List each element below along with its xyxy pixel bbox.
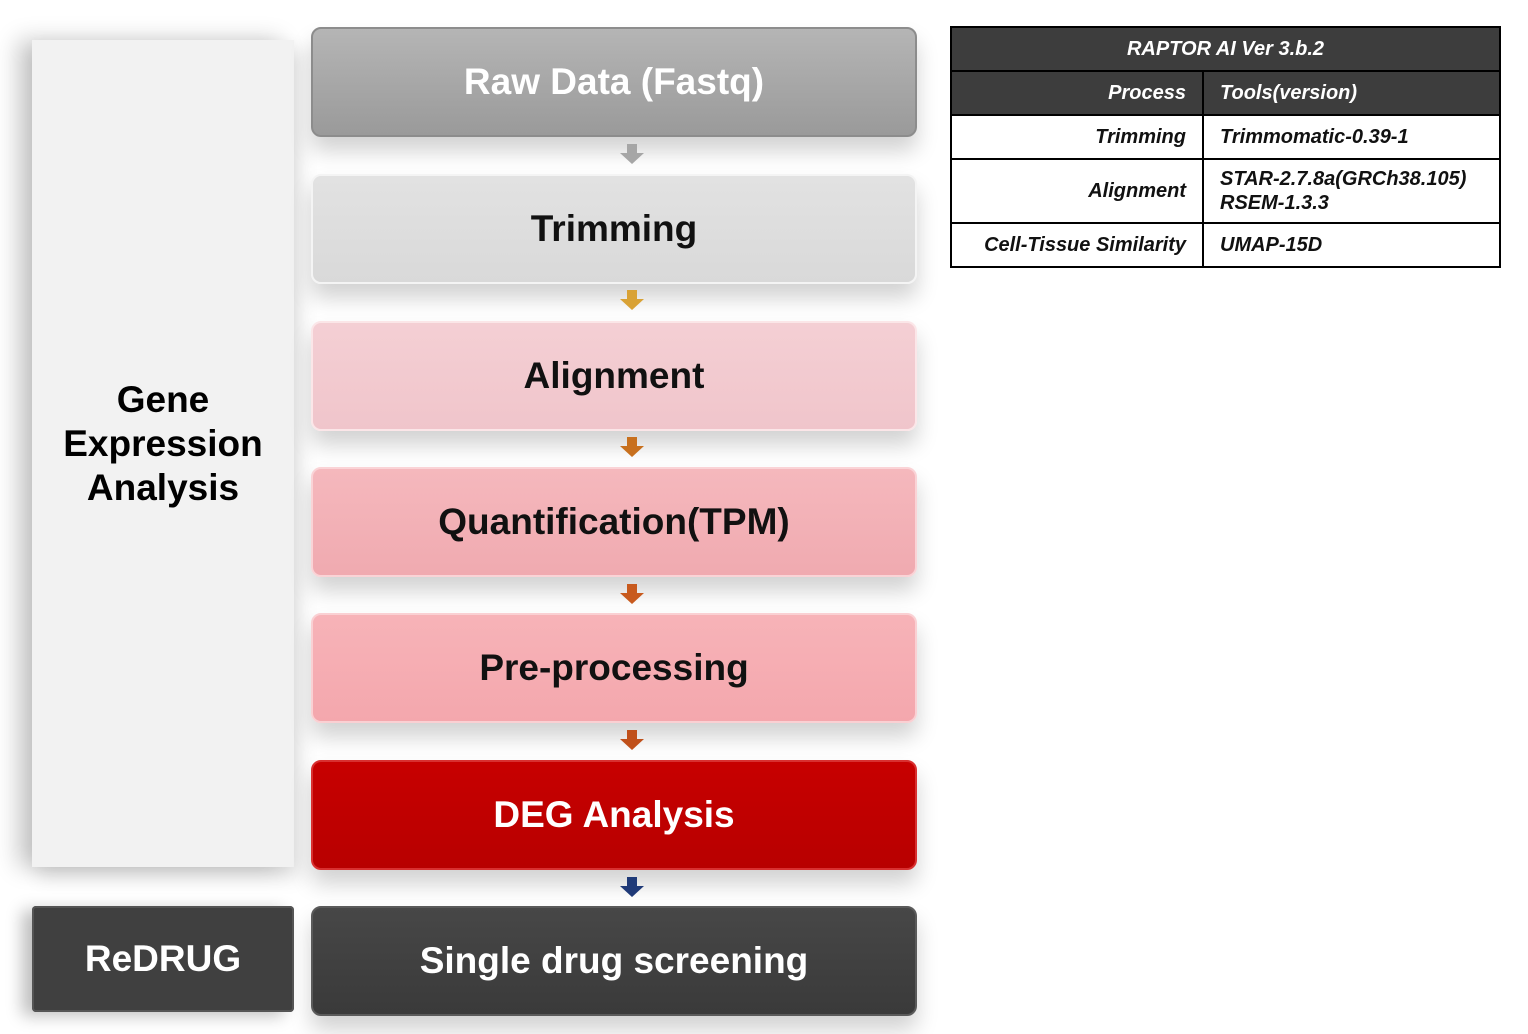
- step-label-raw-data: Raw Data (Fastq): [463, 61, 765, 102]
- process-cell: Alignment: [950, 158, 1204, 224]
- tool-name: Trimmomatic-0.39-1: [1220, 125, 1409, 148]
- tools-version-table: RAPTOR AI Ver 3.b.2 Process Tools(versio…: [950, 26, 1501, 268]
- tools-cell: UMAP-15D: [1202, 222, 1501, 268]
- step-label-pre-processing: Pre-processing: [479, 647, 749, 688]
- down-arrow-icon: [620, 290, 644, 310]
- table-row: Cell-Tissue Similarity UMAP-15D: [950, 222, 1501, 268]
- step-label-single-drug-screening: Single drug screening: [419, 940, 809, 981]
- step-label-quantification: Quantification(TPM): [438, 501, 790, 542]
- down-arrow-icon: [620, 877, 644, 897]
- redrug-label: ReDRUG: [84, 938, 242, 979]
- table-header-row: Process Tools(version): [950, 70, 1501, 116]
- step-label-deg-analysis: DEG Analysis: [493, 794, 735, 835]
- gene-expression-analysis-panel: Gene Expression Analysis: [32, 40, 294, 867]
- tool-name: STAR-2.7.8a(GRCh38.105): [1220, 168, 1467, 190]
- tool-name: UMAP-15D: [1220, 233, 1323, 256]
- step-raw-data: Raw Data (Fastq): [311, 27, 917, 137]
- header-process: Process: [950, 70, 1204, 116]
- tools-cell: Trimmomatic-0.39-1: [1202, 114, 1501, 160]
- down-arrow-icon: [620, 730, 644, 750]
- step-label-alignment: Alignment: [523, 355, 705, 396]
- step-label-trimming: Trimming: [530, 208, 698, 249]
- down-arrow-icon: [620, 584, 644, 604]
- table-row: Alignment STAR-2.7.8a(GRCh38.105) RSEM-1…: [950, 158, 1501, 224]
- table-title-row: RAPTOR AI Ver 3.b.2: [950, 26, 1501, 72]
- step-quantification: Quantification(TPM): [311, 467, 917, 577]
- step-trimming: Trimming: [311, 174, 917, 284]
- step-pre-processing: Pre-processing: [311, 613, 917, 723]
- redrug-box: ReDRUG: [32, 906, 294, 1012]
- tools-cell: STAR-2.7.8a(GRCh38.105) RSEM-1.3.3: [1202, 158, 1501, 224]
- process-cell: Trimming: [950, 114, 1204, 160]
- step-single-drug-screening: Single drug screening: [311, 906, 917, 1016]
- tool-name: RSEM-1.3.3: [1220, 192, 1329, 214]
- step-deg-analysis: DEG Analysis: [311, 760, 917, 870]
- header-tools: Tools(version): [1202, 70, 1501, 116]
- down-arrow-icon: [620, 437, 644, 457]
- table-title: RAPTOR AI Ver 3.b.2: [950, 26, 1501, 72]
- table-row: Trimming Trimmomatic-0.39-1: [950, 114, 1501, 160]
- process-cell: Cell-Tissue Similarity: [950, 222, 1204, 268]
- gene-expression-analysis-label: Gene Expression Analysis: [63, 378, 263, 508]
- step-alignment: Alignment: [311, 321, 917, 431]
- down-arrow-icon: [620, 144, 644, 164]
